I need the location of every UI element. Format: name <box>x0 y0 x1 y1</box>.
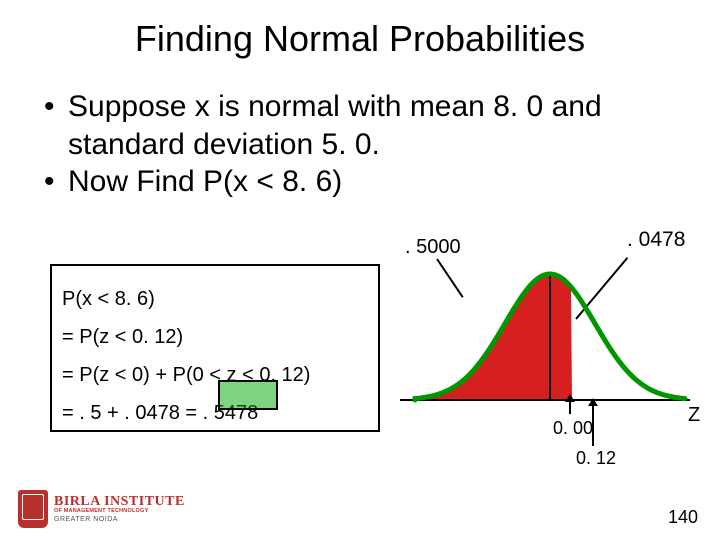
tick-arrow-center <box>569 400 571 414</box>
tick-arrow-right <box>592 404 594 446</box>
logo-badge-icon <box>18 490 48 528</box>
derivation-box: P(x < 8. 6) = P(z < 0. 12) = P(z < 0) + … <box>50 264 380 432</box>
logo-location-text: GREATER NOIDA <box>54 516 185 523</box>
formula-line-2: = P(z < 0. 12) <box>62 318 368 356</box>
bullet-dot: • <box>44 88 68 163</box>
area-right-label: . 0478 <box>627 228 685 252</box>
z-axis-label: Z <box>688 404 700 427</box>
logo-main-text: BIRLA INSTITUTE <box>54 495 185 509</box>
logo-text: BIRLA INSTITUTE OF MANAGEMENT TECHNOLOGY… <box>54 495 185 523</box>
bullet-1-text: Suppose x is normal with mean 8. 0 and s… <box>68 88 720 163</box>
formula-line-1: P(x < 8. 6) <box>62 280 368 318</box>
bullet-dot: • <box>44 163 68 201</box>
area-left-label: . 5000 <box>405 236 461 259</box>
tick-label-right: 0. 12 <box>576 448 616 469</box>
slide-title: Finding Normal Probabilities <box>0 0 720 60</box>
result-highlight <box>218 380 278 410</box>
tick-label-center: 0. 00 <box>553 418 593 439</box>
bullet-list: • Suppose x is normal with mean 8. 0 and… <box>44 88 720 201</box>
formula-line-3: = P(z < 0) + P(0 < z < 0. 12) <box>62 356 368 394</box>
normal-curve-chart <box>380 260 700 470</box>
formula-line-4: = . 5 + . 0478 = . 5478 <box>62 394 368 432</box>
normal-curve-svg <box>380 260 700 470</box>
page-number: 140 <box>668 507 698 528</box>
institute-logo: BIRLA INSTITUTE OF MANAGEMENT TECHNOLOGY… <box>18 490 185 528</box>
logo-sub-text: OF MANAGEMENT TECHNOLOGY <box>54 509 185 515</box>
bullet-2-text: Now Find P(x < 8. 6) <box>68 163 720 201</box>
